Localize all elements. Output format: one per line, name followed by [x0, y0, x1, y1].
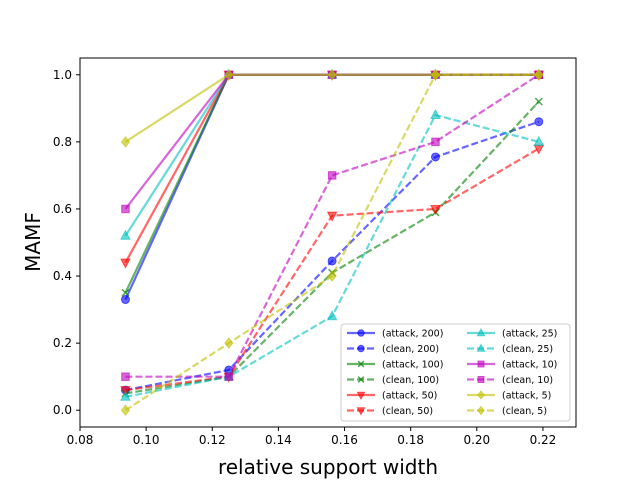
legend-label: (clean, 5): [502, 406, 547, 417]
legend-label: (clean, 10): [502, 375, 553, 386]
y-tick-label: 0.8: [53, 135, 72, 149]
data-point: [430, 68, 441, 81]
legend-marker: [356, 407, 366, 416]
data-point: [121, 204, 130, 214]
legend-marker: [477, 390, 485, 400]
x-tick-label: 0.14: [265, 433, 292, 447]
data-point: [326, 310, 338, 321]
legend-label: (attack, 50): [382, 391, 437, 402]
data-point: [431, 137, 440, 147]
legend: (attack, 200) (clean, 200) (attack, 100) (c…: [340, 323, 571, 422]
legend-item: (clean, 25): [467, 343, 553, 355]
legend-marker: [357, 329, 365, 337]
data-point: [120, 229, 131, 240]
legend-label: (attack, 100): [382, 360, 443, 371]
axes: 0.08 0.10 0.12 0.14 0.16 0.18 0.20 0.22 0.0 0.2 0.…: [53, 57, 577, 447]
data-point: [121, 288, 130, 297]
legend-marker: [356, 391, 366, 401]
x-tick-label: 0.12: [199, 433, 226, 447]
legend-item: (clean, 5): [467, 405, 547, 417]
axes-frame: [79, 57, 577, 428]
legend-marker: [477, 360, 485, 368]
data-point: [120, 390, 131, 401]
legend-item: (attack, 5): [467, 390, 551, 402]
legend-item: (clean, 10): [467, 375, 553, 386]
data-point: [534, 117, 544, 127]
data-point: [534, 97, 543, 106]
y-tick-label: 0.0: [53, 403, 72, 417]
legend-item: (attack, 50): [347, 391, 437, 402]
data-point: [224, 372, 234, 381]
legend-marker: [357, 344, 365, 353]
legend-label: (clean, 100): [382, 375, 439, 386]
legend-label: (attack, 5): [502, 391, 551, 402]
data-point: [430, 108, 441, 120]
x-tick-label: 0.16: [331, 433, 358, 447]
legend-label: (attack, 200): [382, 329, 443, 340]
data-point: [326, 211, 338, 222]
legend-label: (clean, 200): [382, 344, 439, 355]
data-point: [430, 204, 441, 216]
legend-marker: [477, 405, 485, 416]
legend-item: (attack, 200): [347, 329, 443, 340]
legend-marker: [477, 376, 485, 383]
data-point: [430, 152, 440, 162]
y-tick-label: 0.2: [53, 336, 72, 350]
legend-marker: [476, 343, 486, 352]
data-point: [327, 256, 337, 266]
data-point: [121, 372, 130, 381]
legend-item: (attack, 10): [467, 360, 557, 371]
x-tick-label: 0.08: [67, 433, 94, 447]
y-axis-label: MAMF: [21, 212, 45, 272]
legend-item: (attack, 100): [347, 360, 443, 371]
legend-item: (clean, 200): [347, 344, 439, 355]
x-tick-label: 0.10: [133, 433, 160, 447]
legend-marker: [357, 376, 365, 383]
data-point: [224, 337, 234, 349]
data-point: [327, 270, 337, 282]
y-tick-label: 1.0: [53, 68, 72, 82]
data-point: [533, 135, 545, 146]
legend-marker: [357, 360, 365, 368]
y-tick-label: 0.6: [53, 202, 72, 216]
x-tick-label: 0.22: [530, 433, 557, 447]
legend-marker: [476, 327, 486, 337]
data-point: [120, 258, 131, 269]
legend-item: (clean, 100): [347, 375, 439, 386]
data-point: [120, 136, 131, 148]
data-point: [534, 68, 544, 81]
x-tick-label: 0.18: [397, 433, 424, 447]
series-clean-5: [120, 68, 544, 417]
legend-label: (attack, 10): [502, 360, 557, 371]
legend-label: (clean, 50): [382, 406, 433, 417]
legend-label: (clean, 25): [502, 344, 553, 355]
legend-item: (attack, 25): [467, 327, 557, 340]
legend-item: (clean, 50): [347, 406, 433, 417]
legend-box: [340, 323, 571, 422]
legend-label: (attack, 25): [502, 329, 557, 340]
data-point: [120, 295, 130, 305]
data-point: [120, 404, 131, 417]
x-axis-label: relative support width: [218, 455, 438, 479]
data-point: [224, 68, 234, 81]
data-point: [327, 171, 337, 180]
data-point: [327, 68, 337, 81]
plot-area: [120, 68, 545, 417]
y-tick-label: 0.4: [53, 269, 72, 283]
x-tick-label: 0.20: [463, 433, 490, 447]
